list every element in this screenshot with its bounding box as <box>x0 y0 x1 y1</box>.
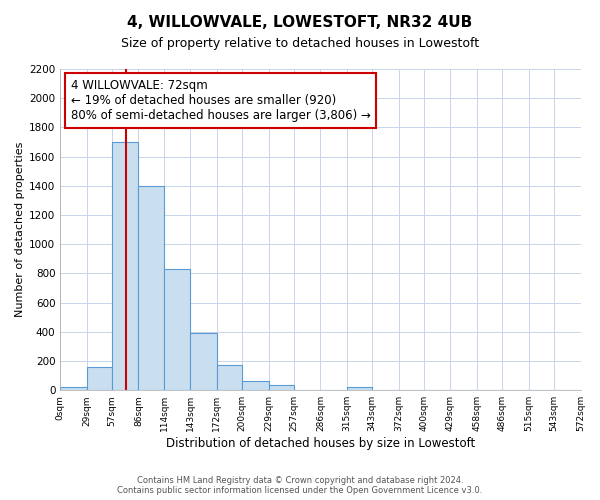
Bar <box>242 380 269 390</box>
Bar <box>164 269 190 390</box>
Bar <box>112 142 139 390</box>
Bar <box>190 334 217 390</box>
Bar <box>60 388 86 390</box>
Bar <box>86 367 112 390</box>
Text: Size of property relative to detached houses in Lowestoft: Size of property relative to detached ho… <box>121 38 479 51</box>
Y-axis label: Number of detached properties: Number of detached properties <box>15 142 25 318</box>
Bar <box>217 366 242 390</box>
Bar <box>269 385 294 390</box>
Bar <box>347 386 372 390</box>
X-axis label: Distribution of detached houses by size in Lowestoft: Distribution of detached houses by size … <box>166 437 475 450</box>
Bar <box>139 186 164 390</box>
Text: 4 WILLOWVALE: 72sqm
← 19% of detached houses are smaller (920)
80% of semi-detac: 4 WILLOWVALE: 72sqm ← 19% of detached ho… <box>71 78 371 122</box>
Text: 4, WILLOWVALE, LOWESTOFT, NR32 4UB: 4, WILLOWVALE, LOWESTOFT, NR32 4UB <box>127 15 473 30</box>
Text: Contains HM Land Registry data © Crown copyright and database right 2024.
Contai: Contains HM Land Registry data © Crown c… <box>118 476 482 495</box>
